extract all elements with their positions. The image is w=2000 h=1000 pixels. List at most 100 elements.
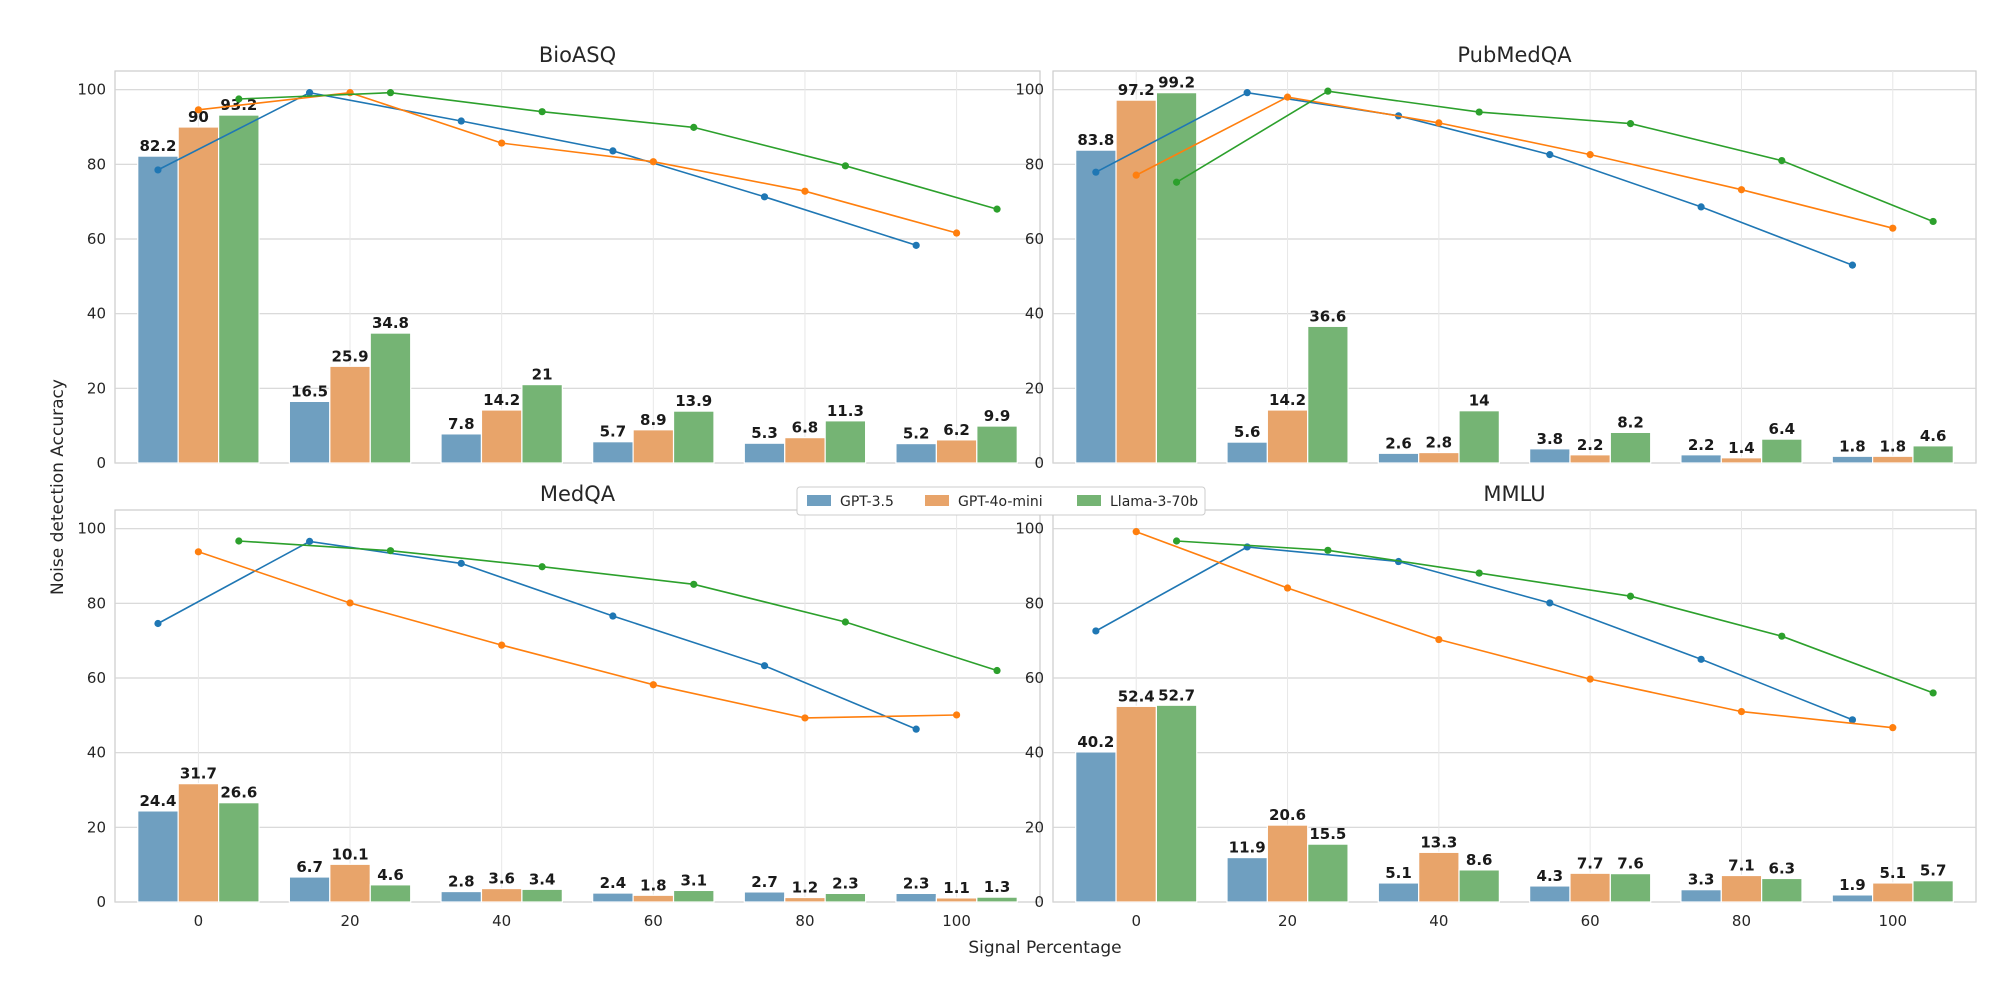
line-point — [1778, 632, 1786, 640]
bar-gpt-4o-mini — [1418, 451, 1460, 464]
bar-gpt-3.5 — [1831, 455, 1874, 464]
bar-value-label: 83.8 — [1077, 131, 1114, 149]
bar-gpt-3.5 — [743, 891, 786, 903]
line-point — [1283, 584, 1292, 592]
bar-value-label: 11.9 — [1229, 839, 1266, 857]
line-point — [649, 681, 657, 689]
x-tick-label: 40 — [492, 912, 511, 930]
line-gpt-3.5 — [1095, 546, 1853, 721]
line-point — [498, 641, 506, 649]
bar-value-label: 3.6 — [488, 870, 515, 888]
y-tick-label: 60 — [87, 230, 106, 248]
bar-value-label: 14.2 — [483, 391, 520, 409]
bar-gpt-3.5 — [137, 810, 179, 903]
bar-llama-3-70b — [1912, 445, 1954, 464]
bar-value-label: 1.3 — [984, 878, 1011, 896]
bar-gpt-4o-mini — [784, 437, 826, 464]
line-point — [1737, 186, 1746, 194]
y-tick-label: 40 — [1025, 305, 1044, 323]
line-gpt-4o-mini — [1135, 530, 1893, 729]
line-point — [1435, 635, 1443, 644]
panel-pubmedqa: 0 20 40 60 80 100 83.8 5.6 2.6 3.8 2.2 1.8 97.2 14.2 2… — [1015, 43, 1977, 472]
y-tick-label: 60 — [1025, 669, 1044, 687]
line-point — [760, 662, 769, 670]
bar-value-label: 5.7 — [1920, 862, 1947, 880]
bar-value-label: 5.1 — [1879, 864, 1906, 882]
bar-gpt-4o-mini — [632, 894, 675, 903]
bar-gpt-4o-mini — [1720, 457, 1763, 464]
bar-value-label: 16.5 — [291, 382, 328, 400]
line-point — [1778, 157, 1786, 165]
bar-value-label: 1.2 — [792, 879, 819, 897]
bar-gpt-4o-mini — [935, 439, 978, 464]
bar-llama-3-70b — [218, 802, 260, 903]
x-tick-label: 80 — [795, 912, 814, 930]
y-tick-label: 20 — [1025, 379, 1044, 397]
bar-gpt-3.5 — [1377, 882, 1420, 903]
bar-value-label: 5.3 — [751, 424, 778, 442]
bar-llama-3-70b — [1458, 869, 1500, 903]
bar-value-label: 9.9 — [984, 407, 1011, 425]
line-point — [952, 711, 961, 719]
line-point — [1324, 87, 1332, 95]
bar-llama-3-70b — [824, 892, 867, 903]
line-point — [1243, 89, 1251, 97]
bar-value-label: 4.3 — [1537, 867, 1564, 885]
bar-value-label: 7.6 — [1617, 855, 1644, 873]
bar-llama-3-70b — [672, 889, 715, 903]
bar-gpt-3.5 — [592, 892, 634, 903]
x-tick-label: 60 — [644, 912, 663, 930]
line-point — [1132, 528, 1140, 536]
y-tick-label: 80 — [1025, 594, 1044, 612]
y-tick-label: 0 — [1034, 893, 1044, 911]
bar-value-label: 8.6 — [1466, 851, 1493, 869]
panel-bioasq: 0 20 40 60 80 100 82.2 16.5 7.8 5.7 5.3 5.2 90 25.9 14… — [77, 43, 1041, 472]
bar-gpt-3.5 — [895, 442, 937, 464]
line-gpt-4o-mini — [1135, 96, 1893, 229]
line-point — [690, 123, 698, 131]
line-point — [801, 714, 809, 722]
line-point — [538, 563, 546, 571]
y-tick-label: 60 — [87, 669, 106, 687]
line-point — [1929, 217, 1937, 226]
line-point — [1889, 224, 1897, 232]
bar-llama-3-70b — [976, 425, 1018, 464]
plot-area — [114, 70, 1041, 464]
line-point — [1626, 592, 1635, 600]
legend-label: GPT-4o-mini — [958, 494, 1043, 510]
bar-gpt-4o-mini — [177, 783, 220, 903]
bar-value-label: 5.1 — [1385, 864, 1412, 882]
line-point — [194, 548, 203, 556]
bar-llama-3-70b — [824, 420, 867, 464]
bar-gpt-3.5 — [1680, 454, 1722, 464]
line-point — [1546, 151, 1554, 159]
line-point — [1929, 689, 1937, 697]
line-point — [1283, 93, 1292, 101]
bar-value-label: 26.6 — [220, 784, 257, 802]
line-point — [1697, 203, 1705, 211]
bar-gpt-3.5 — [1075, 149, 1117, 464]
bar-value-label: 5.7 — [600, 423, 627, 441]
line-point — [386, 89, 395, 97]
bar-value-label: 2.6 — [1385, 434, 1412, 452]
line-point — [841, 162, 849, 170]
y-tick-label: 40 — [87, 744, 106, 762]
line-gpt-4o-mini — [198, 551, 957, 719]
x-tick-label: 60 — [1581, 912, 1600, 930]
line-point — [1324, 546, 1332, 554]
bar-value-label: 99.2 — [1158, 74, 1195, 92]
y-tick-label: 20 — [87, 818, 106, 836]
panel-title: PubMedQA — [1457, 43, 1572, 67]
bar-llama-3-70b — [1761, 438, 1803, 464]
x-tick-label: 80 — [1732, 912, 1751, 930]
bar-llama-3-70b — [1307, 843, 1349, 903]
bar-value-label: 10.1 — [332, 845, 369, 863]
bar-value-label: 3.3 — [1688, 871, 1715, 889]
bar-llama-3-70b — [521, 384, 563, 464]
line-point — [538, 108, 546, 116]
bar-value-label: 1.8 — [1879, 437, 1906, 455]
panel-title: BioASQ — [539, 43, 616, 67]
line-point — [1848, 716, 1857, 724]
bar-value-label: 5.6 — [1234, 423, 1261, 441]
bar-llama-3-70b — [1609, 873, 1652, 903]
